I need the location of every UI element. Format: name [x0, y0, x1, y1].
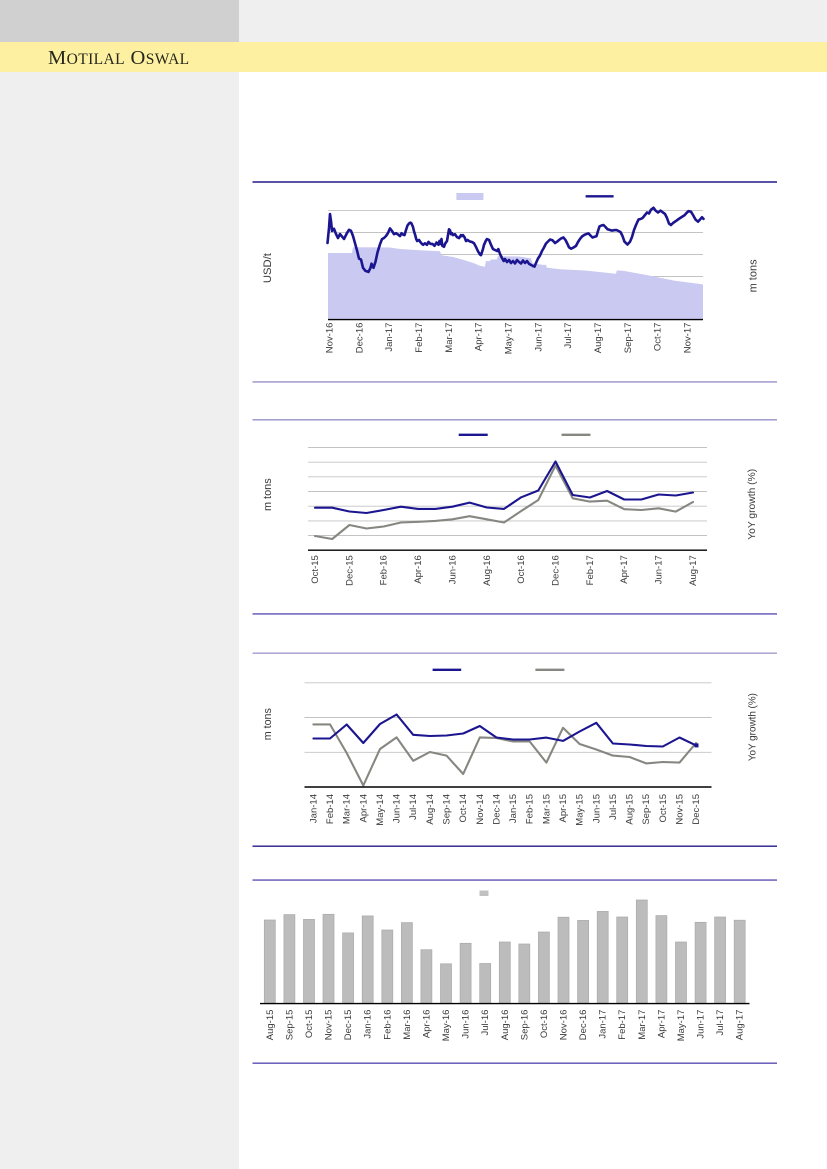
- svg-text:Apr-14: Apr-14: [358, 794, 369, 823]
- svg-text:Jan-17: Jan-17: [384, 323, 395, 352]
- svg-text:Feb-16: Feb-16: [379, 555, 390, 585]
- svg-text:Dec-15: Dec-15: [343, 1010, 354, 1041]
- svg-text:Nov-15: Nov-15: [324, 1010, 335, 1041]
- svg-text:Jan-15: Jan-15: [508, 794, 519, 823]
- svg-text:Feb-15: Feb-15: [525, 794, 536, 824]
- svg-text:m tons: m tons: [262, 708, 274, 740]
- svg-text:Aug-15: Aug-15: [265, 1010, 276, 1041]
- svg-text:Jul-15: Jul-15: [608, 794, 619, 820]
- svg-text:Aug-15: Aug-15: [625, 794, 636, 825]
- svg-text:Sep-15: Sep-15: [641, 794, 652, 825]
- svg-text:Oct-15: Oct-15: [658, 794, 669, 823]
- svg-text:Jul-17: Jul-17: [563, 323, 574, 349]
- svg-text:Feb-17: Feb-17: [585, 555, 596, 585]
- svg-text:Jun-15: Jun-15: [591, 794, 602, 823]
- svg-text:May-15: May-15: [575, 794, 586, 826]
- svg-text:Oct-16: Oct-16: [539, 1010, 550, 1039]
- svg-text:Jun-17: Jun-17: [533, 323, 544, 352]
- svg-text:Dec-14: Dec-14: [491, 794, 502, 825]
- svg-text:Aug-16: Aug-16: [482, 555, 493, 586]
- svg-text:Dec-16: Dec-16: [578, 1010, 589, 1041]
- svg-text:m tons: m tons: [262, 478, 274, 511]
- svg-text:MOTILAL OSWAL: MOTILAL OSWAL: [48, 47, 190, 69]
- svg-text:Nov-16: Nov-16: [325, 323, 336, 354]
- svg-text:Jun-17: Jun-17: [696, 1010, 707, 1039]
- svg-text:May-17: May-17: [676, 1010, 687, 1042]
- svg-text:USD/t: USD/t: [262, 252, 274, 283]
- svg-text:Feb-16: Feb-16: [382, 1010, 393, 1040]
- svg-text:Nov-17: Nov-17: [682, 323, 693, 354]
- svg-text:Aug-17: Aug-17: [735, 1010, 746, 1041]
- svg-text:Jun-16: Jun-16: [461, 1010, 472, 1039]
- svg-text:Jun-16: Jun-16: [447, 555, 458, 584]
- svg-text:Aug-17: Aug-17: [593, 323, 604, 354]
- svg-text:Jul-16: Jul-16: [480, 1010, 491, 1036]
- svg-text:May-17: May-17: [504, 323, 515, 355]
- svg-text:Jul-17: Jul-17: [715, 1010, 726, 1036]
- svg-text:Dec-16: Dec-16: [354, 323, 365, 354]
- svg-text:Mar-17: Mar-17: [637, 1010, 648, 1040]
- svg-text:Feb-17: Feb-17: [414, 323, 425, 353]
- svg-text:Jan-16: Jan-16: [363, 1010, 374, 1039]
- svg-text:YoY growth (%): YoY growth (%): [747, 469, 758, 540]
- svg-text:m tons: m tons: [747, 259, 759, 293]
- svg-text:Feb-14: Feb-14: [325, 794, 336, 824]
- svg-text:Nov-14: Nov-14: [475, 794, 486, 825]
- svg-text:Aug-14: Aug-14: [425, 794, 436, 825]
- svg-text:Apr-17: Apr-17: [474, 323, 485, 352]
- svg-text:Oct-15: Oct-15: [304, 1010, 315, 1039]
- svg-text:Oct-16: Oct-16: [516, 555, 527, 584]
- svg-text:Apr-17: Apr-17: [619, 555, 630, 584]
- svg-text:May-16: May-16: [441, 1010, 452, 1042]
- svg-text:Apr-16: Apr-16: [413, 555, 424, 584]
- svg-text:Dec-16: Dec-16: [551, 555, 562, 586]
- svg-text:Dec-15: Dec-15: [344, 555, 355, 586]
- svg-text:Jan-17: Jan-17: [598, 1010, 609, 1039]
- svg-text:Sep-15: Sep-15: [284, 1010, 295, 1041]
- svg-text:Sep-16: Sep-16: [519, 1010, 530, 1041]
- svg-text:Jan-14: Jan-14: [308, 794, 319, 823]
- svg-text:Oct-17: Oct-17: [653, 323, 664, 352]
- svg-text:Apr-17: Apr-17: [656, 1010, 667, 1039]
- svg-text:Oct-14: Oct-14: [458, 794, 469, 823]
- svg-text:Mar-17: Mar-17: [444, 323, 455, 353]
- svg-text:Dec-15: Dec-15: [691, 794, 702, 825]
- svg-text:Aug-16: Aug-16: [500, 1010, 511, 1041]
- svg-text:Oct-15: Oct-15: [310, 555, 321, 584]
- svg-text:Feb-17: Feb-17: [617, 1010, 628, 1040]
- svg-text:Jul-14: Jul-14: [408, 794, 419, 820]
- svg-text:Mar-16: Mar-16: [402, 1010, 413, 1040]
- svg-text:Mar-14: Mar-14: [342, 794, 353, 824]
- svg-text:Aug-17: Aug-17: [688, 555, 699, 586]
- svg-text:Nov-15: Nov-15: [675, 794, 686, 825]
- svg-text:Nov-16: Nov-16: [559, 1010, 570, 1041]
- svg-text:Apr-15: Apr-15: [558, 794, 569, 823]
- svg-text:Sep-17: Sep-17: [623, 323, 634, 354]
- svg-text:Jun-14: Jun-14: [392, 794, 403, 823]
- svg-text:Apr-16: Apr-16: [421, 1010, 432, 1039]
- svg-text:Jun-17: Jun-17: [654, 555, 665, 584]
- svg-text:Mar-15: Mar-15: [541, 794, 552, 824]
- svg-text:YoY growth (%): YoY growth (%): [747, 693, 758, 761]
- svg-text:May-14: May-14: [375, 794, 386, 826]
- svg-text:Sep-14: Sep-14: [442, 794, 453, 825]
